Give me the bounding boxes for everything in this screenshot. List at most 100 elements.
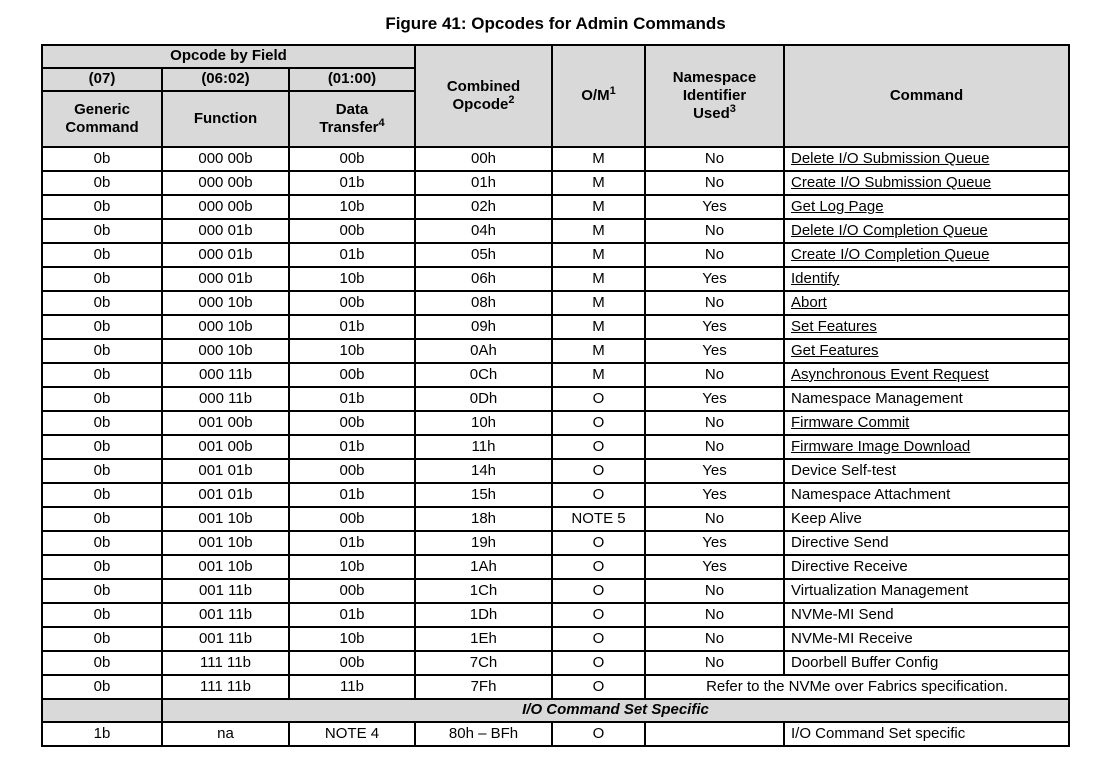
col-header-data-transfer: Data Transfer4 xyxy=(288,90,416,148)
command-text: Directive Send xyxy=(791,533,889,551)
cell-function: 000 00b xyxy=(161,146,290,172)
cell-function: 001 10b xyxy=(161,554,290,580)
cell-om: M xyxy=(551,338,646,364)
table-row: 0b 111 11b 00b 7Ch O No Doorbell Buffer Config xyxy=(41,650,1070,676)
cell-om: O xyxy=(551,602,646,628)
command-link[interactable]: Get Features xyxy=(791,341,879,359)
command-cell: Keep Alive xyxy=(783,506,1070,532)
generic-command-label-line2: Command xyxy=(65,119,139,136)
command-link[interactable]: Get Log Page xyxy=(791,197,884,215)
cell-combined-opcode: 0Ah xyxy=(414,338,553,364)
header-row-bits: (07) (06:02) (01:00) xyxy=(41,67,1069,92)
cell-om: M xyxy=(551,146,646,172)
cell-combined-opcode: 15h xyxy=(414,482,553,508)
command-text: Namespace Attachment xyxy=(791,485,951,503)
cell-om: O xyxy=(551,626,646,652)
table-row: 0b 000 00b 01b 01h M No Create I/O Submission … xyxy=(41,170,1070,196)
cell-generic-command: 0b xyxy=(41,314,163,340)
command-link[interactable]: Set Features xyxy=(791,317,877,335)
cell-data-transfer: 11b xyxy=(288,674,416,700)
command-cell: Namespace Management xyxy=(783,386,1070,412)
table-row: 0b 000 10b 01b 09h M Yes Set Features xyxy=(41,314,1070,340)
command-link[interactable]: Delete I/O Completion Queue xyxy=(791,221,988,239)
command-link[interactable]: Asynchronous Event Request xyxy=(791,365,989,383)
cell-function: 001 01b xyxy=(161,458,290,484)
command-link[interactable]: Firmware Image Download xyxy=(791,437,971,455)
cell-function: 001 11b xyxy=(161,578,290,604)
cell-combined-opcode: 0Dh xyxy=(414,386,553,412)
cell-namespace-identifier: Yes xyxy=(644,314,785,340)
cell-generic-command: 0b xyxy=(41,674,163,700)
cell-namespace-identifier: No xyxy=(644,506,785,532)
command-link[interactable]: Abort xyxy=(791,293,827,311)
cell-generic-command: 0b xyxy=(41,170,163,196)
cell-om: M xyxy=(551,290,646,316)
cell-generic-command: 0b xyxy=(41,410,163,436)
table-header: Opcode by Field Combined Opcode2 O/M1 Nam… xyxy=(41,44,1070,148)
command-text: NVMe-MI Receive xyxy=(791,629,913,647)
cell-combined-opcode: 14h xyxy=(414,458,553,484)
cell-om: M xyxy=(551,266,646,292)
cell-combined-opcode: 08h xyxy=(414,290,553,316)
cell-function: 000 00b xyxy=(161,194,290,220)
table-row: 0b 000 01b 01b 05h M No Create I/O Completion … xyxy=(41,242,1070,268)
cell-combined-opcode: 1Ah xyxy=(414,554,553,580)
cell-om: O xyxy=(551,386,646,412)
cell-namespace-identifier: Yes xyxy=(644,338,785,364)
cell-om: M xyxy=(551,170,646,196)
command-cell: Firmware Commit xyxy=(783,410,1070,436)
table-row: 0b 001 01b 00b 14h O Yes Device Self-test xyxy=(41,458,1070,484)
cell-function: 111 11b xyxy=(161,674,290,700)
cell-generic-command: 0b xyxy=(41,482,163,508)
cell-om: O xyxy=(551,410,646,436)
cell-generic-command: 0b xyxy=(41,338,163,364)
cell-data-transfer: 10b xyxy=(288,194,416,220)
table-row: 0b 001 10b 10b 1Ah O Yes Directive Receive xyxy=(41,554,1070,580)
col-header-bit-06-02: (06:02) xyxy=(161,67,290,92)
table-row: 0b 000 00b 10b 02h M Yes Get Log Page xyxy=(41,194,1070,220)
command-link[interactable]: Create I/O Completion Queue xyxy=(791,245,990,263)
cell-data-transfer: 01b xyxy=(288,242,416,268)
cell-generic-command: 0b xyxy=(41,434,163,460)
command-cell: Identify xyxy=(783,266,1070,292)
cell-data-transfer: 00b xyxy=(288,578,416,604)
figure-title: Figure 41: Opcodes for Admin Commands xyxy=(385,14,726,33)
cell-om: M xyxy=(551,314,646,340)
table-row: 0b 000 11b 00b 0Ch M No Asynchronous Event Req… xyxy=(41,362,1070,388)
cell-namespace-identifier: No xyxy=(644,218,785,244)
cell-namespace-identifier: Yes xyxy=(644,194,785,220)
cell-function: na xyxy=(161,721,290,747)
cell-generic-command: 0b xyxy=(41,194,163,220)
cell-om: M xyxy=(551,362,646,388)
cell-combined-opcode: 0Ch xyxy=(414,362,553,388)
col-header-om: O/M1 xyxy=(551,44,646,148)
footnote-ref-3: 3 xyxy=(729,103,736,116)
cell-generic-command: 0b xyxy=(41,458,163,484)
cell-generic-command: 0b xyxy=(41,146,163,172)
command-text: Keep Alive xyxy=(791,509,862,527)
command-link[interactable]: Firmware Commit xyxy=(791,413,910,431)
cell-combined-opcode: 11h xyxy=(414,434,553,460)
cell-function: 000 01b xyxy=(161,242,290,268)
command-link[interactable]: Create I/O Submission Queue xyxy=(791,173,992,191)
combined-opcode-label-line1: Combined xyxy=(446,77,521,95)
cell-om: O xyxy=(551,674,646,700)
command-link[interactable]: Identify xyxy=(791,269,840,287)
cell-combined-opcode: 09h xyxy=(414,314,553,340)
command-cell: NVMe-MI Receive xyxy=(783,626,1070,652)
command-link[interactable]: Delete I/O Submission Queue xyxy=(791,149,990,167)
footnote-ref-2: 2 xyxy=(508,94,515,106)
cell-generic-command: 0b xyxy=(41,362,163,388)
command-cell: Set Features xyxy=(783,314,1070,340)
cell-om: O xyxy=(551,554,646,580)
cell-combined-opcode: 1Ch xyxy=(414,578,553,604)
table-row: 0b 000 00b 00b 00h M No Delete I/O Submission … xyxy=(41,146,1070,172)
cell-data-transfer: 00b xyxy=(288,290,416,316)
cell-function: 001 01b xyxy=(161,482,290,508)
cell-namespace-identifier: Yes xyxy=(644,482,785,508)
command-cell: NVMe-MI Send xyxy=(783,602,1070,628)
io-command-row: 1b na NOTE 4 80h – BFh O I/O Command Set spec… xyxy=(41,721,1070,747)
table-row: 0b 000 10b 00b 08h M No Abort xyxy=(41,290,1070,316)
cell-namespace-identifier: No xyxy=(644,362,785,388)
cell-function: 000 10b xyxy=(161,290,290,316)
